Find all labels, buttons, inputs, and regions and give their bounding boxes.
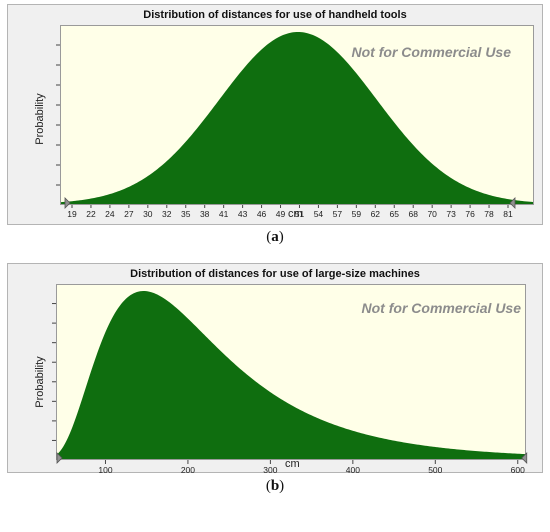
chart-title: Distribution of distances for use of han… xyxy=(143,9,407,21)
range-marker xyxy=(64,197,71,209)
curve-svg xyxy=(61,32,533,204)
range-marker xyxy=(56,452,63,464)
x-tick-label: 51 xyxy=(295,209,305,219)
caption-letter: a xyxy=(271,229,279,245)
plot-area: Not for Commercial Use xyxy=(56,284,526,460)
axes-svg: 19 22 24 27 30 32 35 38 41 43 46 49 51 54 57 59 62 65 68 70… xyxy=(56,44,516,219)
x-tick-label: 62 xyxy=(371,209,381,219)
x-tick-label: 76 xyxy=(465,209,475,219)
x-tick-label: 35 xyxy=(181,209,191,219)
x-tick-label: 59 xyxy=(352,209,362,219)
x-tick-label: 70 xyxy=(427,209,437,219)
caption-letter: b xyxy=(270,478,280,494)
x-tick-label: 100 xyxy=(98,465,112,475)
distribution-area xyxy=(57,291,525,459)
x-tick-label: 65 xyxy=(390,209,400,219)
x-tick-label: 22 xyxy=(86,209,96,219)
x-tick-label: 78 xyxy=(484,209,494,219)
x-tick-label: 49 xyxy=(276,209,286,219)
x-tick-label: 32 xyxy=(162,209,172,219)
x-axis-label: cm xyxy=(288,208,303,220)
chart-panel-b: Distribution of distances for use of lar… xyxy=(7,263,543,475)
plot-area: Not for Commercial Use xyxy=(60,25,534,205)
curve-svg xyxy=(57,291,525,459)
x-tick-label: 68 xyxy=(408,209,418,219)
range-marker xyxy=(509,197,516,209)
x-tick-label: 46 xyxy=(257,209,267,219)
caption-a: (a) xyxy=(266,229,284,245)
x-tick-label: 600 xyxy=(511,465,525,475)
x-tick-label: 27 xyxy=(124,209,134,219)
x-tick-label: 200 xyxy=(181,465,195,475)
x-tick-label: 400 xyxy=(346,465,360,475)
x-tick-label: 30 xyxy=(143,209,153,219)
chart-title: Distribution of distances for use of lar… xyxy=(130,268,420,280)
chart-panel-a: Distribution of distances for use of han… xyxy=(7,4,543,225)
caption-b: (b) xyxy=(265,478,285,494)
x-axis-label: cm xyxy=(285,458,300,470)
x-tick-label: 57 xyxy=(333,209,343,219)
x-tick-label: 24 xyxy=(105,209,115,219)
x-tick-label: 19 xyxy=(67,209,77,219)
x-tick-label: 41 xyxy=(219,209,229,219)
x-tick-label: 38 xyxy=(200,209,210,219)
x-tick-label: 54 xyxy=(314,209,324,219)
x-tick-label: 81 xyxy=(503,209,513,219)
watermark: Not for Commercial Use xyxy=(351,44,511,60)
x-tick-label: 73 xyxy=(446,209,456,219)
x-tick-label: 43 xyxy=(238,209,248,219)
watermark: Not for Commercial Use xyxy=(361,300,521,316)
axes-svg: 100 200 300 400 500 600 xyxy=(52,303,528,475)
distribution-area xyxy=(61,32,533,204)
x-tick-label: 300 xyxy=(263,465,277,475)
range-marker xyxy=(521,452,528,464)
x-tick-label: 500 xyxy=(428,465,442,475)
